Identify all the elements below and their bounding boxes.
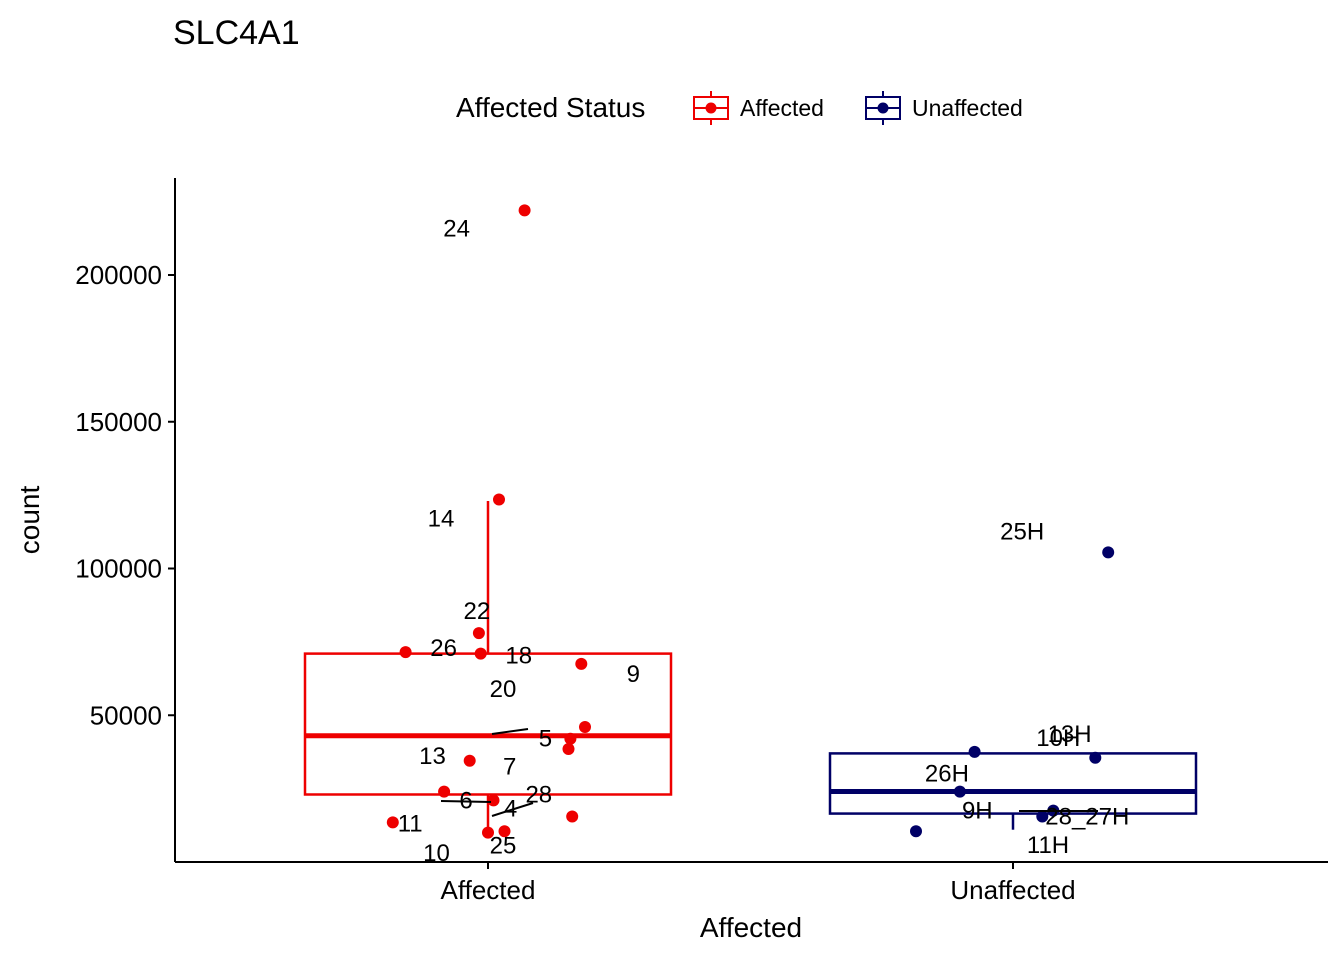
point-label: 20 [490, 676, 517, 703]
data-point [482, 826, 494, 839]
point-label: 10 [423, 840, 450, 867]
data-point [399, 646, 412, 659]
label-leader-line [440, 800, 492, 803]
point-label: 14 [428, 506, 455, 533]
point-label: 22 [464, 598, 491, 625]
x-tick-label: Unaffected [950, 875, 1075, 905]
box-affected [303, 500, 673, 833]
data-point [487, 794, 500, 807]
data-point [566, 810, 579, 823]
x-tick-label: Affected [441, 875, 536, 905]
box-unaffected [828, 752, 1198, 830]
data-point [472, 627, 485, 640]
y-tick-label: 150000 [75, 407, 162, 437]
legend: Affected Status Affected Unaffected [456, 91, 1023, 125]
point-label: 5 [539, 726, 552, 753]
data-point [968, 745, 981, 758]
point-label: 26H [925, 761, 969, 788]
legend-key-point [705, 102, 717, 114]
label-leader-line [491, 802, 534, 817]
data-point [1089, 751, 1102, 764]
data-point [953, 785, 966, 798]
y-tick-label: 100000 [75, 554, 162, 584]
legend-entry-unaffected: Unaffected [865, 91, 1023, 125]
point-label: 4 [504, 795, 517, 822]
data-point [1036, 810, 1049, 823]
plot-area: 50000 100000 150000 200000 Affected Unaffect… [75, 178, 1328, 905]
chart-title: SLC4A1 [173, 14, 300, 52]
y-tick-label: 50000 [90, 700, 162, 730]
data-point [463, 754, 476, 767]
data-point [474, 647, 487, 660]
point-label: 11 [398, 811, 423, 838]
point-label: 26 [430, 635, 457, 662]
y-axis-title: count [14, 486, 45, 555]
point-label: 24 [443, 215, 470, 242]
data-point [1102, 546, 1115, 559]
point-label: 7 [503, 754, 516, 781]
data-point [498, 825, 511, 838]
data-point [562, 743, 575, 755]
data-point [564, 732, 577, 745]
legend-entry-affected: Affected [693, 91, 824, 125]
point-label: 13 [419, 743, 446, 770]
data-point [438, 785, 451, 798]
box-iqr [303, 652, 673, 796]
point-label: 18 [505, 643, 532, 670]
data-point [910, 825, 922, 838]
point-label: 28 [525, 781, 552, 808]
y-tick-label: 200000 [75, 260, 162, 290]
legend-key-point [877, 102, 889, 114]
data-point [575, 657, 588, 670]
legend-label: Affected [740, 95, 824, 121]
point-label: 25 [490, 833, 517, 860]
point-label: 9H [962, 798, 993, 825]
data-point [493, 493, 505, 506]
label-leader-line [491, 728, 529, 735]
point-label: 13H [1048, 721, 1092, 748]
data-point [518, 204, 531, 217]
point-label: 11H [1027, 832, 1069, 859]
data-point [386, 816, 399, 829]
legend-title: Affected Status [456, 92, 645, 123]
point-label: 9 [627, 661, 640, 688]
point-label: 25H [1000, 518, 1044, 545]
legend-label: Unaffected [912, 95, 1023, 121]
data-point [579, 721, 591, 733]
box-iqr [828, 752, 1198, 815]
x-axis-title: Affected [700, 912, 802, 943]
point-label: 28_27H [1045, 804, 1129, 831]
point-label: 10H [1036, 725, 1080, 752]
